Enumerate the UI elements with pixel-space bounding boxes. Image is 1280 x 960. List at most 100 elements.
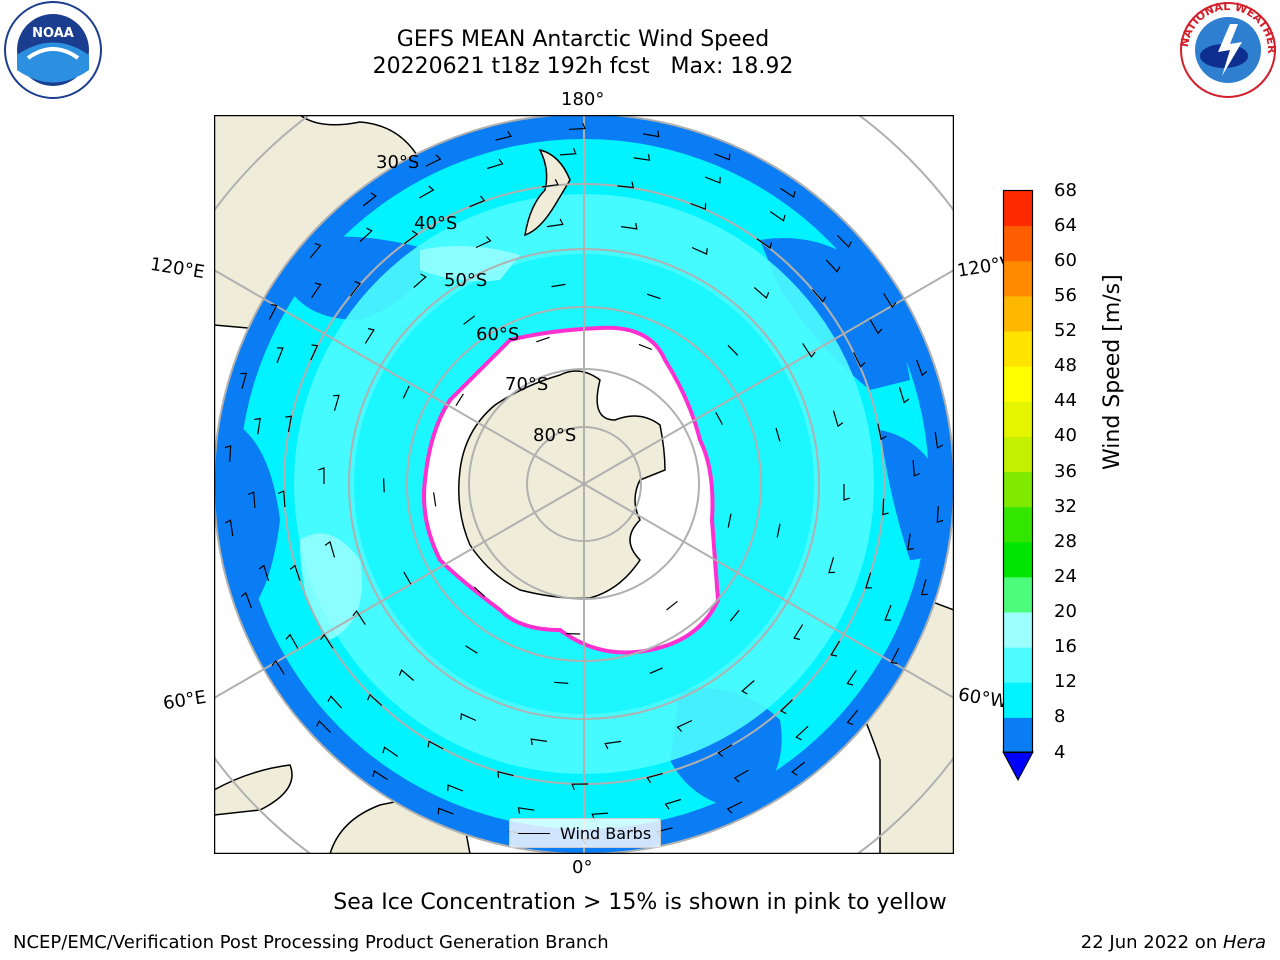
footer-date-text: 22 Jun 2022 on — [1080, 932, 1223, 953]
wind-barb — [843, 484, 850, 501]
wind-barb — [413, 273, 427, 288]
wind-barb — [727, 344, 739, 356]
wind-barb — [318, 467, 325, 484]
wind-barb — [934, 431, 944, 449]
wind-barb — [571, 783, 589, 791]
wind-barb — [882, 498, 889, 516]
wind-barb — [285, 415, 293, 433]
wind-barb — [883, 293, 897, 309]
wind-barb — [642, 130, 660, 138]
wind-barb — [869, 319, 883, 335]
sea-ice-note: Sea Ice Concentration > 15% is shown in … — [333, 890, 947, 915]
colorbar-tick-label: 16 — [1054, 636, 1077, 658]
colorbar-tick-label: 44 — [1054, 390, 1077, 412]
wind-barb — [649, 667, 663, 674]
colorbar-band — [1003, 471, 1033, 508]
wind-barb — [402, 385, 410, 399]
wind-barb — [877, 423, 887, 441]
wind-barb — [224, 445, 232, 462]
wind-barb — [568, 122, 586, 130]
wind-barb — [463, 315, 476, 325]
colorbar-label: Wind Speed [m/s] — [1100, 274, 1125, 470]
wind-barb — [285, 633, 299, 649]
colorbar-tick-label: 56 — [1054, 284, 1077, 306]
map-title: GEFS MEAN Antarctic Wind Speed — [396, 27, 770, 52]
colorbar-band — [1003, 190, 1033, 227]
wind-barb — [465, 645, 478, 654]
footer-branch: NCEP/EMC/Verification Post Processing Pr… — [13, 932, 609, 953]
nws-logo: NATIONAL WEATHER SERVICE — [1176, 0, 1278, 98]
colorbar — [1002, 189, 1034, 782]
wind-barb — [487, 158, 504, 170]
wind-barb — [664, 798, 681, 810]
wind-barb — [254, 417, 261, 435]
footer-host: Hera — [1222, 932, 1266, 953]
wind-barb — [316, 720, 331, 733]
wind-barb — [666, 600, 678, 611]
colorbar-tick-label: 24 — [1054, 565, 1077, 587]
colorbar-band — [1003, 541, 1033, 578]
wind-barb — [676, 719, 693, 732]
lat-label-30s: 30°S — [376, 152, 420, 173]
wind-barb — [753, 287, 770, 300]
wind-barb — [324, 540, 336, 558]
wind-barb — [332, 394, 340, 411]
wind-barb — [517, 807, 535, 814]
colorbar-band — [1003, 576, 1033, 613]
noaa-logo-text: NOAA — [32, 26, 74, 41]
wind-barb — [920, 579, 928, 596]
lat-label-40s: 40°S — [414, 213, 458, 234]
wind-barb — [791, 761, 806, 776]
colorbar-band — [1003, 506, 1033, 543]
wind-barb — [916, 359, 928, 377]
wind-barb — [559, 147, 577, 156]
wind-barb — [714, 153, 731, 161]
map-subtitle-run: 20220621 t18z 192h fcst Max: 18.92 — [372, 54, 794, 79]
wind-barb — [741, 680, 755, 695]
wind-barb — [865, 572, 872, 589]
colorbar-band — [1003, 295, 1033, 332]
wind-barb — [802, 343, 816, 358]
lon-label-180: 180° — [561, 89, 605, 110]
lat-label-80s: 80°S — [533, 425, 577, 446]
colorbar-tick-label: 12 — [1054, 671, 1077, 693]
wind-barb — [289, 564, 301, 581]
wind-barb — [690, 202, 707, 211]
wind-barb — [542, 179, 559, 188]
wind-barb — [756, 238, 773, 249]
wind-barb — [247, 491, 256, 509]
wind-barb — [779, 187, 796, 198]
lat-label-50s: 50°S — [444, 270, 488, 291]
wind-barb — [327, 695, 343, 709]
ocean-16-20 — [300, 246, 520, 640]
wind-barb — [691, 246, 708, 255]
wind-barb — [268, 304, 278, 320]
wind-barb — [554, 681, 569, 684]
wind-barb — [473, 586, 486, 597]
antarctica — [458, 370, 666, 600]
footer-date: 22 Jun 2022 on Hera — [1081, 932, 1266, 953]
wind-barb — [403, 230, 419, 245]
wind-barb — [936, 506, 944, 523]
wind-barb — [224, 519, 234, 537]
wind-barb — [383, 478, 385, 493]
wind-barb — [837, 235, 852, 248]
colorbar-tick-label: 8 — [1054, 706, 1066, 728]
colorbar-band — [1003, 682, 1033, 718]
wind-barb — [425, 154, 442, 167]
wind-barb — [726, 801, 743, 814]
colorbar-band — [1003, 260, 1033, 297]
colorbar-band — [1003, 717, 1033, 753]
wind-barb — [310, 344, 319, 361]
wind-barb — [776, 523, 781, 538]
wind-barb — [591, 812, 609, 821]
wind-barb — [733, 769, 749, 783]
wind-barb — [907, 533, 914, 551]
wind-barb — [460, 713, 477, 722]
colorbar-tick-label: 64 — [1054, 214, 1077, 236]
wind-barb — [258, 564, 270, 581]
colorbar-tick-label: 36 — [1054, 460, 1077, 482]
wind-barb — [795, 725, 809, 741]
wind-barb — [362, 192, 377, 207]
colorbar-tick-label: 20 — [1054, 601, 1077, 622]
